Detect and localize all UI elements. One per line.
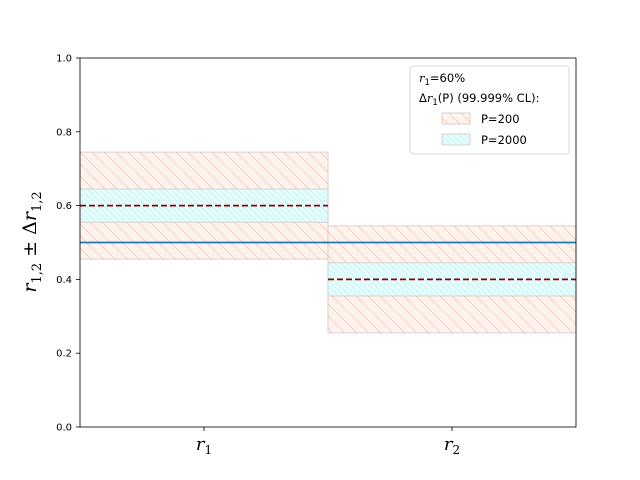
y-axis-label-base: r <box>19 282 41 293</box>
legend-line1-text: =60% <box>430 71 465 85</box>
y-tick-label: 0.0 <box>56 423 72 434</box>
y-axis: 0.0 0.2 0.4 0.6 0.8 1.0 <box>56 54 80 434</box>
plot-frame <box>79 57 577 428</box>
legend-swatch-p2000 <box>441 133 471 146</box>
y-tick-label: 1.0 <box>56 54 72 65</box>
x-tick-label-r1: r1 <box>196 434 212 457</box>
legend-title-line2: Δr1(P) (99.999% CL): <box>419 91 539 108</box>
legend-box <box>409 65 570 155</box>
legend-label-p200: P=200 <box>481 112 520 126</box>
lines-layer <box>80 204 576 281</box>
y-axis-label-sub2: 1,2 <box>30 191 45 212</box>
legend-title-line1: r1=60% <box>419 71 465 88</box>
y-tick-label: 0.2 <box>56 349 72 360</box>
legend-swatch-p200 <box>441 112 471 125</box>
y-tick-label: 0.8 <box>56 127 72 138</box>
legend-line1-base: r <box>419 71 426 85</box>
legend-line2-base: r <box>427 91 434 105</box>
legend-line2-sub: 1 <box>432 98 437 108</box>
legend-line1-sub: 1 <box>425 78 430 88</box>
y-axis-label-sub: 1,2 <box>30 263 45 284</box>
legend-line2-text: (P) (99.999% CL): <box>438 91 540 105</box>
y-tick-label: 0.6 <box>56 201 72 212</box>
legend: r1=60% Δr1(P) (99.999% CL): P=200 P=2000 <box>409 65 570 155</box>
y-tick-label: 0.4 <box>56 275 72 286</box>
y-axis-label-mid: ± Δ <box>19 221 41 263</box>
y-axis-label-base2: r <box>19 210 41 221</box>
legend-line2-pre: Δ <box>419 91 427 105</box>
x-tick-label-r2: r2 <box>444 434 460 457</box>
x-axis: r1 r2 <box>196 427 460 457</box>
y-axis-label: r1,2 ± Δr1,2 <box>19 191 45 292</box>
legend-label-p2000: P=2000 <box>481 133 527 147</box>
